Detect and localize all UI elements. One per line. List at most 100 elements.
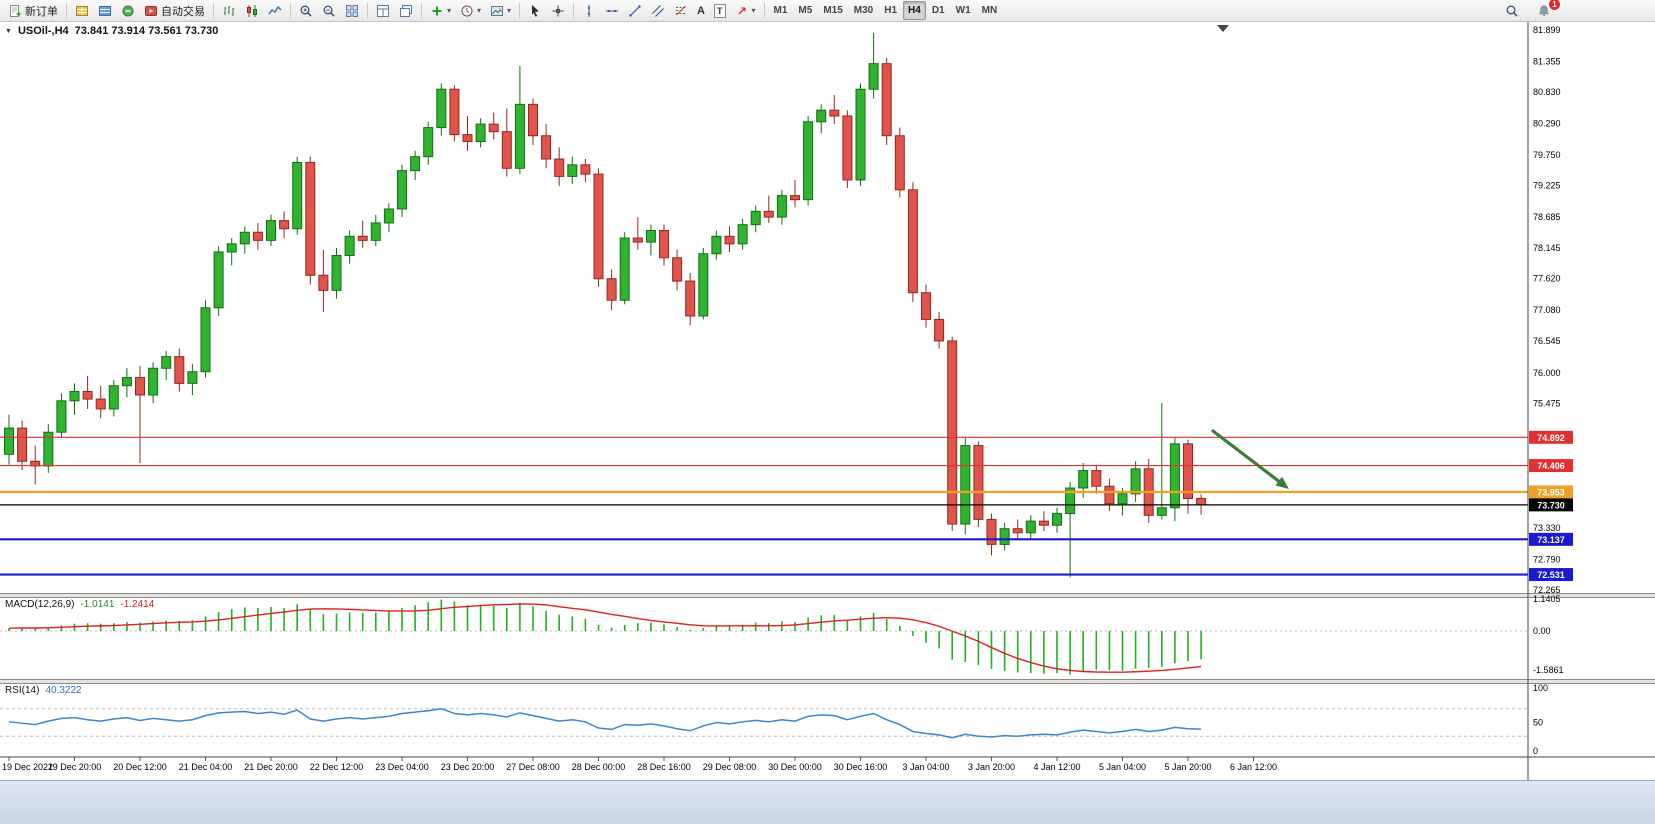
tf-button-m5[interactable]: M5 [798, 5, 813, 16]
market-watch-button[interactable] [71, 0, 93, 22]
tf-button-h1[interactable]: H1 [884, 5, 898, 16]
pane-separator[interactable] [0, 679, 1655, 683]
candle [554, 158, 565, 177]
macd-value: -1.0141 [80, 599, 115, 610]
candle [108, 385, 119, 410]
candle [95, 398, 106, 410]
rsi-scale-label: 100 [1533, 683, 1548, 693]
candle [423, 127, 434, 158]
zoom-in-icon [300, 5, 312, 17]
tf-button-w1[interactable]: W1 [955, 5, 971, 16]
candle [855, 88, 866, 181]
candle [659, 229, 669, 259]
candle [790, 195, 800, 201]
candle [200, 307, 211, 373]
chart-menu-triangle-icon[interactable]: ▼ [5, 27, 12, 35]
chevron-down-icon: ▾ [447, 5, 452, 15]
candle [816, 109, 827, 123]
candle [541, 135, 552, 160]
vertical-line-button[interactable] [578, 0, 600, 22]
candle [999, 528, 1010, 545]
candle [1117, 493, 1128, 505]
candle [528, 103, 538, 137]
time-axis-label: 5 Jan 20:00 [1164, 762, 1211, 772]
cascade-windows-icon [400, 4, 412, 17]
tf-button-m30[interactable]: M30 [853, 5, 874, 16]
toolbar-separator [519, 3, 521, 18]
navigator-button[interactable] [94, 0, 116, 22]
chart-canvas[interactable]: 81.899 81.355 80.830 80.290 79.750 79.225 78.6… [0, 22, 1655, 780]
arrows-button[interactable]: ▾ [731, 0, 760, 22]
tile-windows-button[interactable] [341, 0, 363, 22]
cascade-windows-button[interactable] [395, 0, 417, 22]
arrange-windows-icon [377, 4, 389, 17]
candle [161, 356, 172, 369]
terminal-button[interactable] [117, 0, 139, 22]
candle [1078, 470, 1089, 489]
price-axis-label: 81.355 [1533, 57, 1561, 67]
horizontal-line-icon [606, 9, 619, 12]
text-label-button[interactable]: T [710, 0, 730, 22]
indicators-button[interactable]: ▾ [426, 0, 455, 22]
periods-button[interactable]: ▾ [456, 0, 485, 22]
candle [619, 237, 630, 301]
notifications-button[interactable]: 1 [1533, 0, 1561, 22]
toolbar-separator [290, 3, 291, 18]
crosshair-button[interactable] [547, 0, 569, 22]
new-order-button[interactable]: 新订单 [4, 0, 62, 22]
arrange-windows-button[interactable] [372, 0, 394, 22]
channel-button[interactable] [647, 0, 669, 22]
clock-icon [461, 5, 473, 16]
zoom-in-button[interactable] [295, 0, 317, 22]
toolbar-separator [66, 3, 67, 18]
pane-separator[interactable] [0, 593, 1655, 597]
tf-button-m15[interactable]: M15 [823, 5, 843, 16]
time-axis-label: 19 Dec 2022 [2, 762, 53, 772]
price-axis-label: 77.620 [1533, 274, 1561, 284]
candle [750, 210, 761, 226]
tf-button-h4[interactable]: H4 [903, 1, 926, 20]
crosshair-icon [552, 5, 564, 16]
trendline-button[interactable] [624, 0, 646, 22]
trend-arrow-annotation[interactable] [1211, 429, 1283, 485]
macd-label: MACD(12,26,9) -1.0141 -1.2414 [5, 599, 154, 610]
chart-title: ▼ USOil-,H4 73.841 73.914 73.561 73.730 [5, 25, 218, 37]
candle [986, 518, 997, 545]
rsi-scale-label: 0 [1533, 746, 1538, 756]
toolbar-separator [573, 3, 575, 18]
bar-chart-button[interactable] [218, 0, 240, 22]
autotrading-button[interactable]: 自动交易 [140, 0, 209, 22]
candle [344, 235, 355, 256]
candle [632, 237, 643, 243]
candle [357, 235, 368, 241]
bar-chart-icon [223, 5, 235, 16]
tf-button-m1[interactable]: M1 [773, 5, 788, 16]
candle [947, 340, 958, 525]
ohlc-values: 73.841 73.914 73.561 73.730 [74, 25, 219, 37]
chevron-down-icon: ▾ [477, 5, 482, 15]
templates-button[interactable]: ▾ [486, 0, 515, 22]
rsi-scale-label: 50 [1533, 718, 1543, 728]
text-label-icon: T [714, 3, 726, 18]
price-axis-label: 80.290 [1533, 119, 1561, 129]
text-button[interactable]: A [693, 0, 709, 22]
toolbar: 新订单 自动交易 [0, 0, 1655, 22]
fibonacci-button[interactable] [670, 0, 692, 22]
candle [921, 292, 931, 320]
price-badge [1529, 430, 1573, 444]
tf-button-mn[interactable]: MN [981, 5, 998, 16]
cursor-button[interactable] [524, 0, 546, 22]
candlestick-chart-button[interactable] [241, 0, 263, 22]
status-bar [0, 780, 1655, 824]
zoom-out-button[interactable] [318, 0, 340, 22]
candle [174, 356, 185, 384]
arrow-tools-icon [738, 6, 746, 14]
line-chart-button[interactable] [264, 0, 286, 22]
time-axis-label: 19 Dec 20:00 [48, 762, 102, 772]
search-button[interactable] [1501, 0, 1523, 22]
price-badge [1529, 485, 1573, 499]
tf-button-d1[interactable]: D1 [931, 5, 945, 16]
price-badge [1529, 532, 1573, 546]
candle [279, 220, 290, 230]
horizontal-line-button[interactable] [601, 0, 623, 22]
